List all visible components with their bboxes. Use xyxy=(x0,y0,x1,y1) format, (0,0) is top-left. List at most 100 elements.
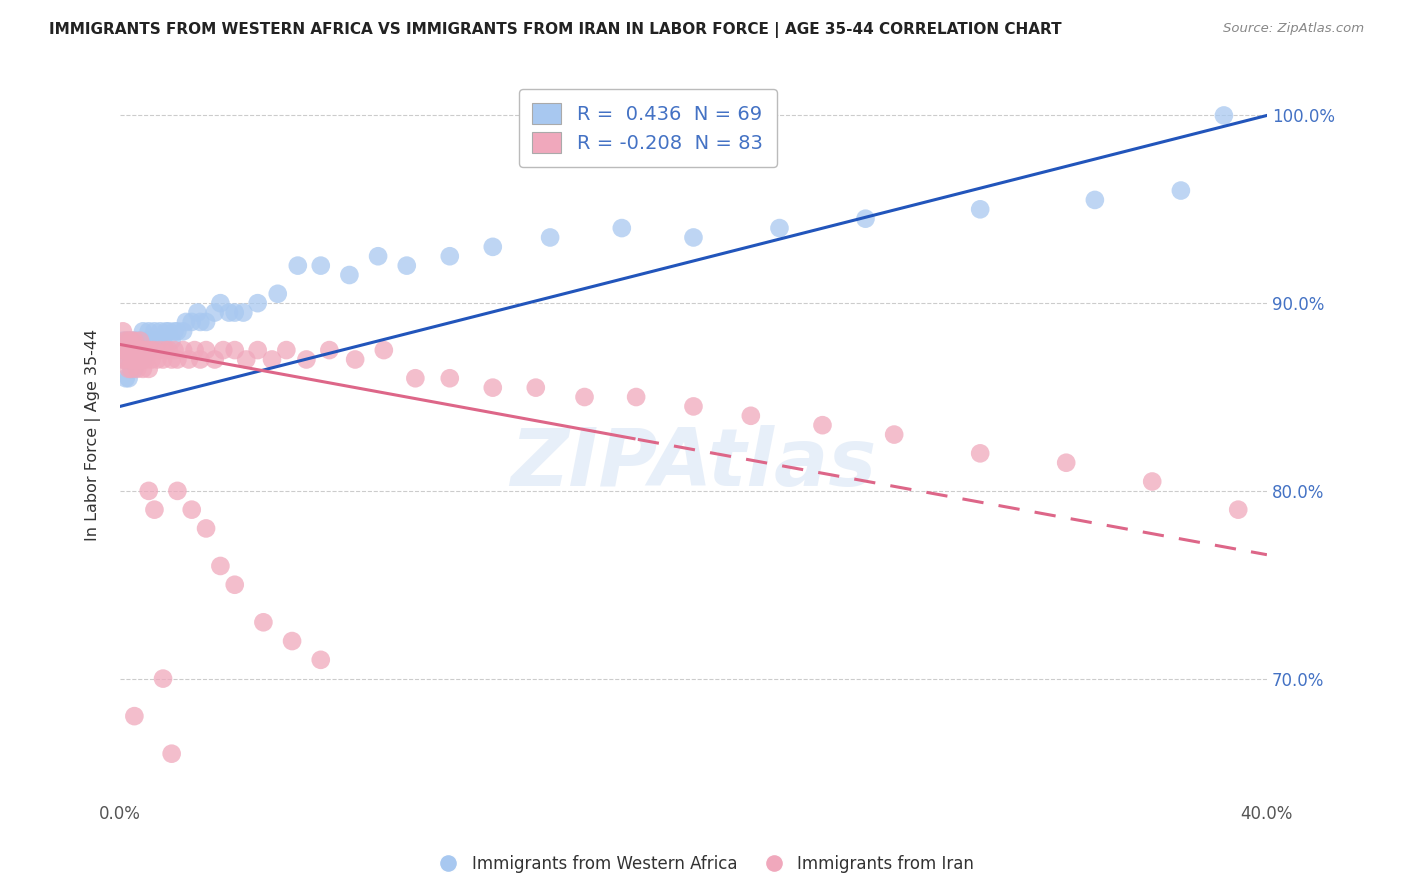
Point xyxy=(166,483,188,498)
Point xyxy=(163,324,186,338)
Point xyxy=(121,352,143,367)
Point xyxy=(141,343,163,357)
Point xyxy=(124,343,146,357)
Point xyxy=(129,334,152,348)
Point xyxy=(218,305,240,319)
Point xyxy=(186,305,208,319)
Point xyxy=(124,334,146,348)
Point xyxy=(969,446,991,460)
Point xyxy=(124,352,146,367)
Point xyxy=(439,249,461,263)
Point xyxy=(118,334,141,348)
Point xyxy=(143,343,166,357)
Point xyxy=(180,502,202,516)
Point xyxy=(209,296,232,310)
Point xyxy=(740,409,762,423)
Point xyxy=(160,747,183,761)
Point xyxy=(204,352,226,367)
Point xyxy=(624,390,647,404)
Point xyxy=(127,343,149,357)
Point xyxy=(143,324,166,338)
Point xyxy=(260,352,283,367)
Point xyxy=(1140,475,1163,489)
Point xyxy=(132,324,155,338)
Point xyxy=(395,259,418,273)
Point xyxy=(177,352,200,367)
Point xyxy=(111,352,134,367)
Point xyxy=(121,362,143,376)
Point xyxy=(124,709,146,723)
Point xyxy=(132,343,155,357)
Point xyxy=(135,343,157,357)
Point xyxy=(204,305,226,319)
Point xyxy=(135,334,157,348)
Point xyxy=(883,427,905,442)
Point xyxy=(969,202,991,217)
Point xyxy=(1084,193,1107,207)
Point xyxy=(160,334,183,348)
Point xyxy=(138,324,160,338)
Point xyxy=(188,315,211,329)
Point xyxy=(212,343,235,357)
Point xyxy=(246,343,269,357)
Point xyxy=(1170,184,1192,198)
Point xyxy=(287,259,309,273)
Point xyxy=(481,240,503,254)
Point xyxy=(124,343,146,357)
Point xyxy=(481,381,503,395)
Point xyxy=(121,362,143,376)
Point xyxy=(138,343,160,357)
Point xyxy=(118,334,141,348)
Point xyxy=(132,352,155,367)
Point xyxy=(855,211,877,226)
Point xyxy=(682,400,704,414)
Point xyxy=(111,352,134,367)
Point xyxy=(132,343,155,357)
Point xyxy=(404,371,426,385)
Point xyxy=(524,381,547,395)
Point xyxy=(114,343,136,357)
Point xyxy=(439,371,461,385)
Point xyxy=(574,390,596,404)
Point xyxy=(132,362,155,376)
Text: IMMIGRANTS FROM WESTERN AFRICA VS IMMIGRANTS FROM IRAN IN LABOR FORCE | AGE 35-4: IMMIGRANTS FROM WESTERN AFRICA VS IMMIGR… xyxy=(49,22,1062,38)
Point xyxy=(114,371,136,385)
Point xyxy=(114,352,136,367)
Point xyxy=(146,334,169,348)
Point xyxy=(811,418,834,433)
Text: Source: ZipAtlas.com: Source: ZipAtlas.com xyxy=(1223,22,1364,36)
Point xyxy=(141,352,163,367)
Point xyxy=(373,343,395,357)
Point xyxy=(267,286,290,301)
Point xyxy=(114,343,136,357)
Point xyxy=(188,352,211,367)
Point xyxy=(118,343,141,357)
Point xyxy=(121,343,143,357)
Point xyxy=(132,352,155,367)
Point xyxy=(367,249,389,263)
Point xyxy=(127,352,149,367)
Point xyxy=(111,324,134,338)
Point xyxy=(682,230,704,244)
Point xyxy=(124,352,146,367)
Point xyxy=(121,343,143,357)
Point xyxy=(155,324,177,338)
Point xyxy=(768,221,790,235)
Point xyxy=(1227,502,1250,516)
Point xyxy=(166,324,188,338)
Point xyxy=(143,502,166,516)
Point xyxy=(127,352,149,367)
Y-axis label: In Labor Force | Age 35-44: In Labor Force | Age 35-44 xyxy=(86,328,101,541)
Point xyxy=(141,334,163,348)
Point xyxy=(124,334,146,348)
Point xyxy=(152,672,174,686)
Point xyxy=(121,352,143,367)
Point xyxy=(111,343,134,357)
Point xyxy=(252,615,274,630)
Point xyxy=(111,334,134,348)
Point xyxy=(127,334,149,348)
Point xyxy=(172,343,194,357)
Point xyxy=(114,334,136,348)
Point xyxy=(309,653,332,667)
Point xyxy=(1212,108,1234,122)
